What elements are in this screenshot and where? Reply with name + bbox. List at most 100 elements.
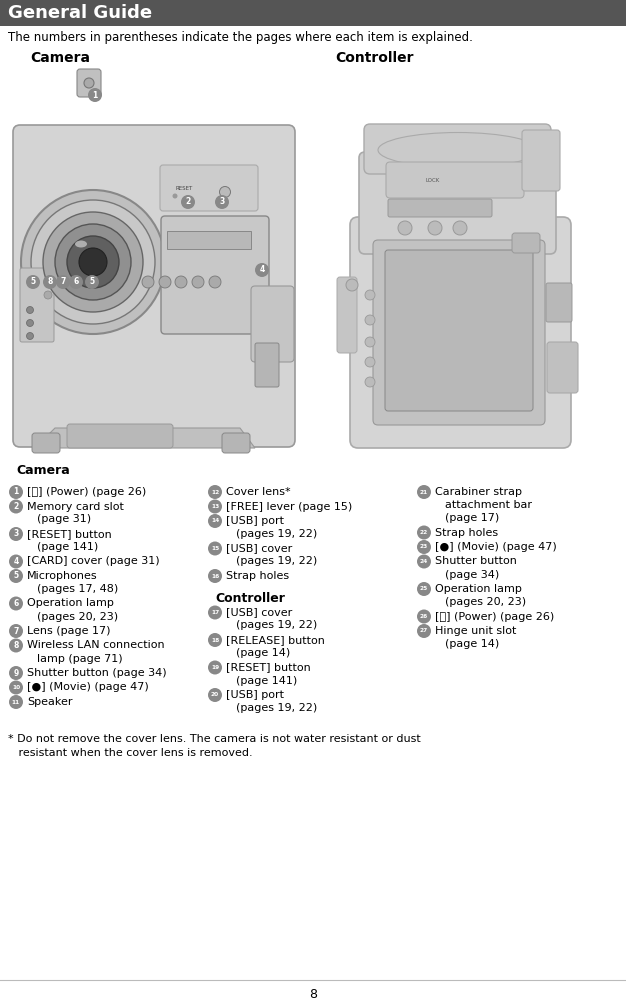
Text: 4: 4 <box>13 557 19 566</box>
Text: Camera: Camera <box>30 51 90 65</box>
Text: 3: 3 <box>219 198 225 207</box>
Text: Hinge unit slot: Hinge unit slot <box>435 626 516 636</box>
Circle shape <box>88 88 102 102</box>
Circle shape <box>9 500 23 513</box>
Circle shape <box>159 276 171 288</box>
Circle shape <box>84 78 94 88</box>
Ellipse shape <box>378 132 538 167</box>
Circle shape <box>43 275 57 289</box>
Text: Strap holes: Strap holes <box>226 571 289 581</box>
Text: [USB] cover: [USB] cover <box>226 608 292 618</box>
Text: 20: 20 <box>211 692 219 698</box>
Circle shape <box>365 314 375 325</box>
Text: 1: 1 <box>93 91 98 100</box>
Text: Carabiner strap: Carabiner strap <box>435 487 522 497</box>
Text: Wireless LAN connection: Wireless LAN connection <box>27 640 165 650</box>
Circle shape <box>417 624 431 638</box>
Text: [RELEASE] button: [RELEASE] button <box>226 635 325 645</box>
Circle shape <box>26 275 40 289</box>
Circle shape <box>9 597 23 611</box>
FancyBboxPatch shape <box>385 250 533 411</box>
FancyBboxPatch shape <box>255 343 279 387</box>
Text: Controller: Controller <box>215 592 285 605</box>
Text: [●] (Movie) (page 47): [●] (Movie) (page 47) <box>27 682 149 692</box>
Circle shape <box>255 263 269 277</box>
Circle shape <box>453 221 467 235</box>
FancyBboxPatch shape <box>522 130 560 191</box>
FancyBboxPatch shape <box>222 433 250 453</box>
Text: [RESET] button: [RESET] button <box>226 662 310 672</box>
FancyBboxPatch shape <box>160 165 258 211</box>
FancyBboxPatch shape <box>251 286 294 362</box>
Text: Operation lamp: Operation lamp <box>27 599 114 609</box>
Circle shape <box>44 291 52 299</box>
Text: Lens (page 17): Lens (page 17) <box>27 626 111 636</box>
Text: 18: 18 <box>211 637 219 642</box>
Circle shape <box>365 377 375 387</box>
Text: 2: 2 <box>185 198 191 207</box>
Circle shape <box>9 527 23 541</box>
Circle shape <box>175 276 187 288</box>
Text: Memory card slot: Memory card slot <box>27 502 124 511</box>
Text: lamp (page 71): lamp (page 71) <box>37 653 123 663</box>
Circle shape <box>428 221 442 235</box>
Text: [●] (Movie) (page 47): [●] (Movie) (page 47) <box>435 542 557 552</box>
Text: [ⓡ] (Power) (page 26): [ⓡ] (Power) (page 26) <box>27 487 146 497</box>
Text: 3: 3 <box>13 529 19 538</box>
FancyBboxPatch shape <box>67 424 173 448</box>
Text: 7: 7 <box>60 277 66 286</box>
Circle shape <box>26 333 34 340</box>
Ellipse shape <box>75 241 87 248</box>
Text: [USB] port: [USB] port <box>226 516 284 526</box>
Text: 2: 2 <box>13 502 19 511</box>
Circle shape <box>9 638 23 652</box>
Text: 21: 21 <box>420 490 428 495</box>
FancyBboxPatch shape <box>20 268 54 342</box>
Circle shape <box>346 279 358 291</box>
FancyBboxPatch shape <box>373 240 545 425</box>
Text: 8: 8 <box>48 277 53 286</box>
Circle shape <box>365 290 375 300</box>
Text: Speaker: Speaker <box>27 697 73 707</box>
Circle shape <box>365 357 375 367</box>
Text: 7: 7 <box>13 627 19 635</box>
Text: (pages 19, 22): (pages 19, 22) <box>236 556 317 566</box>
Text: 25: 25 <box>420 587 428 592</box>
Text: 13: 13 <box>211 504 219 509</box>
Polygon shape <box>35 428 255 448</box>
Circle shape <box>215 195 229 209</box>
Text: resistant when the cover lens is removed.: resistant when the cover lens is removed… <box>8 749 253 758</box>
Circle shape <box>55 224 131 300</box>
Text: [USB] port: [USB] port <box>226 690 284 700</box>
Text: 8: 8 <box>309 989 317 1002</box>
Text: 22: 22 <box>420 530 428 535</box>
Circle shape <box>9 624 23 638</box>
Text: 1: 1 <box>13 488 19 497</box>
Text: [USB] cover: [USB] cover <box>226 543 292 553</box>
Circle shape <box>26 306 34 313</box>
Circle shape <box>192 276 204 288</box>
FancyBboxPatch shape <box>0 0 626 26</box>
Text: RESET: RESET <box>176 186 193 192</box>
Text: 5: 5 <box>90 277 95 286</box>
FancyBboxPatch shape <box>359 152 556 254</box>
Text: 4: 4 <box>259 265 265 274</box>
Circle shape <box>21 190 165 334</box>
FancyBboxPatch shape <box>386 162 524 198</box>
Text: (page 17): (page 17) <box>445 513 500 523</box>
Circle shape <box>208 633 222 647</box>
Text: (pages 19, 22): (pages 19, 22) <box>236 529 317 539</box>
FancyBboxPatch shape <box>337 277 357 353</box>
FancyBboxPatch shape <box>13 125 295 447</box>
Text: Operation lamp: Operation lamp <box>435 584 522 594</box>
Text: (page 14): (page 14) <box>445 639 500 649</box>
Text: 14: 14 <box>211 518 219 523</box>
FancyBboxPatch shape <box>546 283 572 322</box>
Text: [ⓡ] (Power) (page 26): [ⓡ] (Power) (page 26) <box>435 612 554 622</box>
Text: 8: 8 <box>13 641 19 650</box>
Text: [RESET] button: [RESET] button <box>27 529 112 539</box>
Text: Cover lens*: Cover lens* <box>226 487 290 497</box>
Circle shape <box>43 212 143 312</box>
Text: (page 141): (page 141) <box>236 675 297 685</box>
Text: (page 34): (page 34) <box>445 570 500 580</box>
